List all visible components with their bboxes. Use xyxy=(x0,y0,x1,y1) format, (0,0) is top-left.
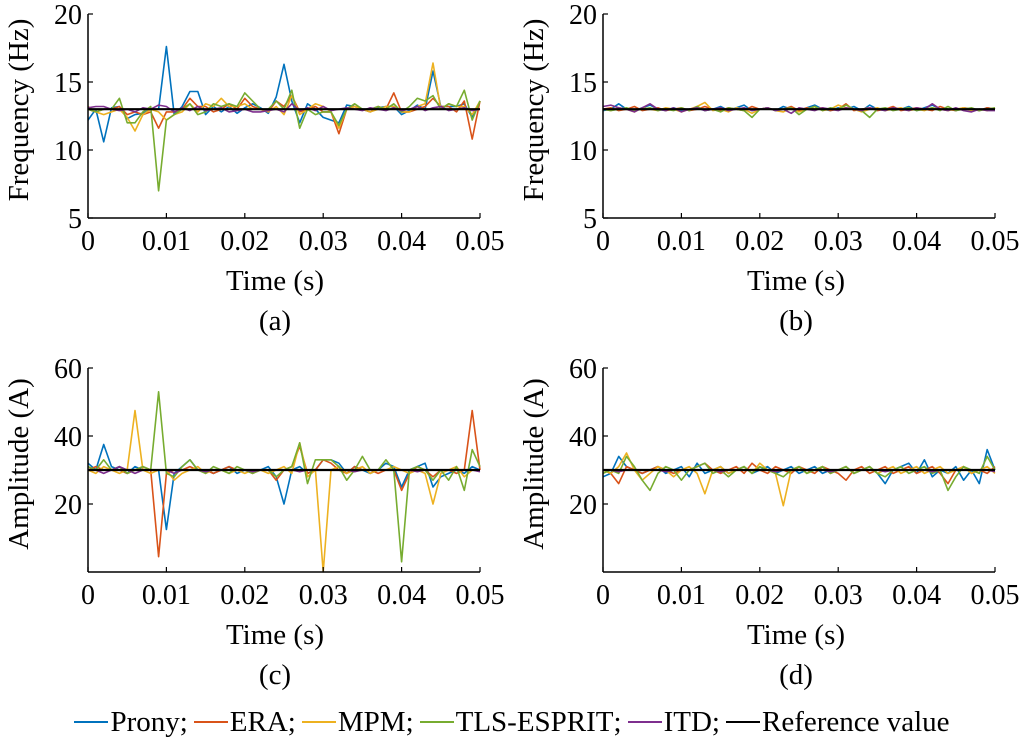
legend-item-era: ERA ; xyxy=(193,705,302,739)
y-axis-label: Frequency (Hz) xyxy=(3,19,35,202)
chart-panel-1: 0 0.01 0.02 0.03 0.04 0.05 5 10 15 20 Time (s) Freq… xyxy=(3,0,505,337)
series-line-itd xyxy=(87,103,481,113)
legend-swatch-mpm xyxy=(301,721,336,723)
x-tick-label: 0 xyxy=(81,226,95,257)
legend-item-tls-esprit: TLS-ESPRIT ; xyxy=(419,705,628,739)
series-line-mpm xyxy=(87,409,480,573)
x-tick-label: 0.04 xyxy=(892,226,941,257)
y-tick-label: 60 xyxy=(569,354,597,385)
legend-separator: ; xyxy=(711,705,720,738)
y-tick-label: 5 xyxy=(583,204,597,235)
x-tick-label: 0.03 xyxy=(299,226,348,257)
legend-separator: ; xyxy=(287,705,296,738)
x-tick-label: 0.02 xyxy=(220,580,269,611)
x-axis-label: Time (s) xyxy=(226,619,324,651)
chart-panel-3: 0 0.01 0.02 0.03 0.04 0.05 20 40 60 Time (s) Ampli… xyxy=(3,354,505,691)
x-tick-label: 0.02 xyxy=(220,226,269,257)
y-tick-label: 15 xyxy=(569,68,597,99)
y-tick-label: 20 xyxy=(569,490,597,521)
chart-panel-2: 0 0.01 0.02 0.03 0.04 0.05 5 10 15 20 Time (s) Freq… xyxy=(518,0,1020,337)
y-tick-label: 20 xyxy=(54,490,82,521)
x-tick-label: 0.03 xyxy=(814,580,863,611)
y-tick-label: 15 xyxy=(54,68,82,99)
x-axis-label: Time (s) xyxy=(226,265,324,297)
series-line-mpm xyxy=(87,62,481,132)
panel-label: (d) xyxy=(779,659,813,691)
x-tick-label: 0.05 xyxy=(456,226,505,257)
legend-separator: ; xyxy=(405,705,414,738)
legend-label-era: ERA xyxy=(229,705,288,738)
y-axis-label: Amplitude (A) xyxy=(3,378,35,550)
legend-item-prony: Prony ; xyxy=(74,706,193,739)
x-tick-label: 0.02 xyxy=(735,226,784,257)
series-line-prony xyxy=(87,45,481,143)
series-line-prony xyxy=(87,443,481,531)
series-line-mpm xyxy=(602,452,996,507)
x-tick-label: 0 xyxy=(81,580,95,611)
legend-swatch-reference xyxy=(725,721,760,723)
y-tick-label: 20 xyxy=(569,0,597,31)
legend-label-reference: Reference value xyxy=(761,705,950,738)
panel-label: (a) xyxy=(259,305,291,337)
y-tick-label: 10 xyxy=(569,136,597,167)
x-tick-label: 0.05 xyxy=(971,226,1020,257)
legend-label-mpm: MPM xyxy=(337,705,406,738)
x-axis-label: Time (s) xyxy=(747,265,845,297)
series-line-tls-esprit xyxy=(87,390,481,563)
y-tick-label: 40 xyxy=(54,422,82,453)
x-tick-label: 0.01 xyxy=(657,580,706,611)
x-tick-label: 0.05 xyxy=(456,580,505,611)
x-tick-label: 0.03 xyxy=(814,226,863,257)
legend-swatch-itd xyxy=(627,721,662,723)
panel-label: (b) xyxy=(779,305,813,337)
legend-separator: ; xyxy=(179,705,188,738)
legend-swatch-prony xyxy=(74,721,109,723)
panel-label: (c) xyxy=(259,659,291,691)
y-tick-label: 60 xyxy=(54,354,82,385)
y-tick-label: 40 xyxy=(569,422,597,453)
x-tick-label: 0.02 xyxy=(735,580,784,611)
x-tick-label: 0.01 xyxy=(657,226,706,257)
x-tick-label: 0.03 xyxy=(299,580,348,611)
x-tick-label: 0.05 xyxy=(971,580,1020,611)
legend-label-prony: Prony xyxy=(110,705,180,738)
y-axis-label: Frequency (Hz) xyxy=(518,19,550,202)
legend: Prony ; ERA ; MPM ; TLS-ESPRIT ; ITD ; R… xyxy=(0,702,1024,742)
x-tick-label: 0.04 xyxy=(892,580,941,611)
y-axis-label: Amplitude (A) xyxy=(518,378,550,550)
legend-label-tls-esprit: TLS-ESPRIT xyxy=(455,705,614,738)
y-tick-label: 5 xyxy=(68,204,82,235)
legend-item-mpm: MPM ; xyxy=(301,705,420,739)
legend-item-reference: Reference value xyxy=(725,705,950,739)
legend-item-itd: ITD ; xyxy=(627,705,726,739)
x-tick-label: 0.01 xyxy=(142,226,191,257)
legend-swatch-era xyxy=(193,721,228,723)
x-tick-label: 0.01 xyxy=(142,580,191,611)
legend-label-itd: ITD xyxy=(663,705,712,738)
y-tick-label: 20 xyxy=(54,0,82,31)
series-line-era xyxy=(87,409,481,558)
x-tick-label: 0 xyxy=(596,226,610,257)
legend-separator: ; xyxy=(613,705,622,738)
y-tick-label: 10 xyxy=(54,136,82,167)
x-tick-label: 0.04 xyxy=(377,580,426,611)
x-axis-label: Time (s) xyxy=(747,619,845,651)
chart-panel-4: 0 0.01 0.02 0.03 0.04 0.05 20 40 60 Time (s) Ampli… xyxy=(518,354,1020,691)
x-tick-label: 0 xyxy=(596,580,610,611)
legend-swatch-tls-esprit xyxy=(419,721,454,723)
x-tick-label: 0.04 xyxy=(377,226,426,257)
